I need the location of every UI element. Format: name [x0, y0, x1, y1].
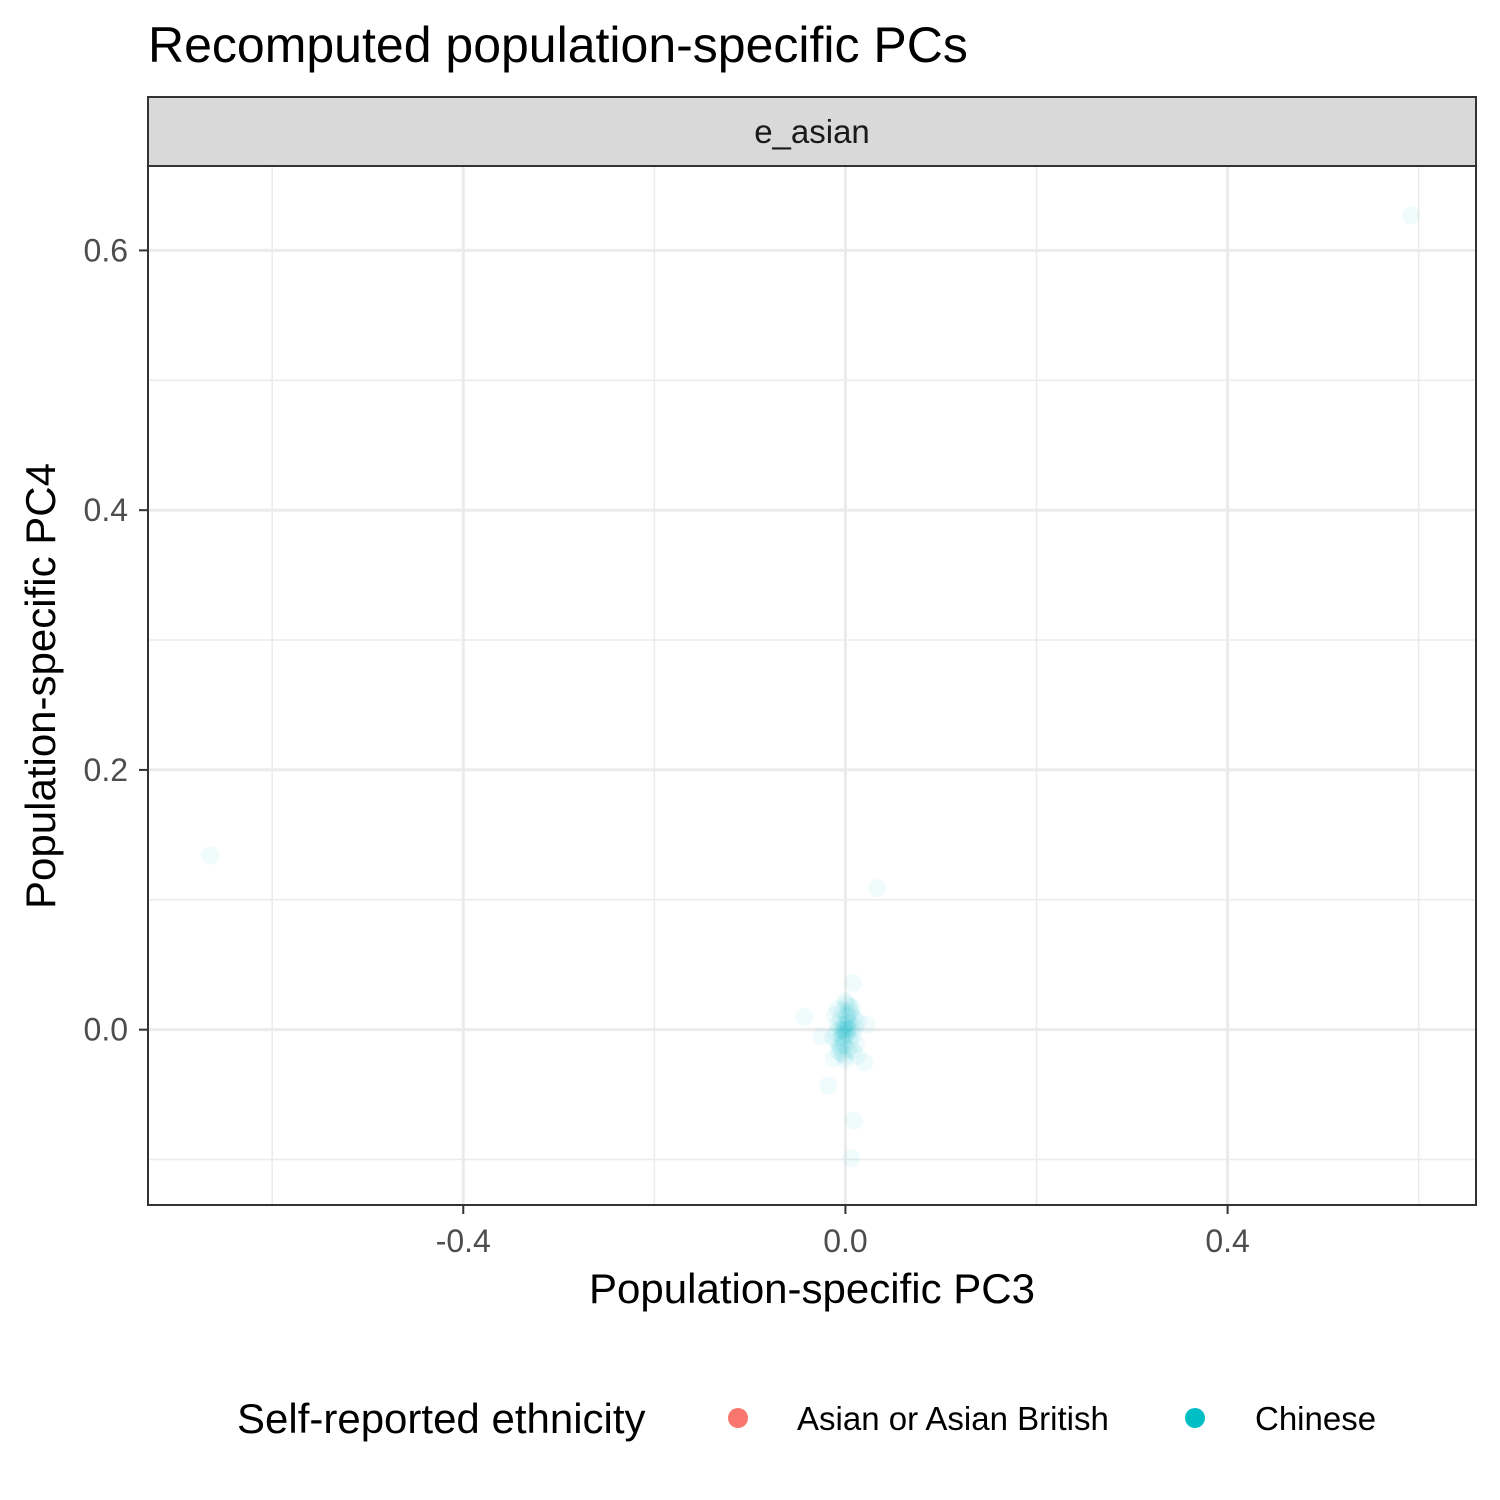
y-tick-label: 0.6: [84, 232, 128, 268]
data-point: [838, 1007, 857, 1026]
data-point: [840, 997, 859, 1016]
data-point: [831, 1010, 850, 1029]
data-point: [836, 992, 855, 1011]
data-point: [833, 1020, 852, 1039]
data-point: [837, 1005, 856, 1024]
data-point: [841, 1002, 860, 1021]
data-point: [845, 1111, 864, 1130]
data-point: [844, 973, 863, 992]
data-point: [842, 1149, 861, 1168]
data-point: [840, 1014, 859, 1033]
data-point: [828, 1015, 847, 1034]
data-point: [833, 1028, 852, 1047]
data-point: [830, 1020, 849, 1039]
data-point: [844, 1041, 863, 1060]
data-point: [830, 1036, 849, 1055]
data-point: [838, 1024, 857, 1043]
facet-strip-background: [147, 96, 1477, 167]
legend-entry-asian-or-asian-british: Asian or Asian British: [728, 1400, 1109, 1437]
data-point: [812, 1027, 831, 1046]
data-point: [833, 1001, 852, 1020]
grid-minor: [148, 166, 1476, 1205]
data-point: [826, 1023, 845, 1042]
data-point: [795, 1007, 814, 1026]
data-point: [838, 1019, 857, 1038]
data-point: [835, 1036, 854, 1055]
data-point: [834, 1021, 853, 1040]
x-tick-label: -0.4: [436, 1223, 491, 1259]
data-point: [836, 1015, 855, 1034]
data-point: [834, 1016, 853, 1035]
y-axis-title: Population-specific PC4: [17, 463, 64, 909]
panel-background: [148, 166, 1476, 1205]
data-point: [845, 1018, 864, 1037]
legend-key-chinese: [1185, 1408, 1205, 1428]
panel-border: [147, 165, 1477, 1206]
data-point: [832, 1027, 851, 1046]
y-tick-label: 0.4: [84, 492, 128, 528]
data-point: [857, 1015, 876, 1034]
data-point: [819, 1076, 838, 1095]
facet-strip: e_asian: [147, 96, 1477, 167]
data-point: [827, 1032, 846, 1051]
legend-entry-chinese: Chinese: [1185, 1400, 1376, 1437]
legend-label-asian-or-asian-british: Asian or Asian British: [797, 1400, 1109, 1437]
data-point: [848, 1012, 867, 1031]
grid-major: [148, 166, 1476, 1205]
data-point: [847, 1046, 866, 1065]
data-point: [1402, 206, 1421, 225]
x-tick-label: 0.0: [823, 1223, 867, 1259]
data-point: [844, 1025, 863, 1044]
data-point: [201, 846, 220, 865]
data-point: [839, 1020, 858, 1039]
data-point: [845, 1008, 864, 1027]
data-point: [824, 1028, 843, 1047]
data-point: [867, 879, 886, 898]
data-point: [842, 1020, 861, 1039]
facet-strip-label: e_asian: [754, 113, 870, 150]
legend-key-asian-or-asian-british: [728, 1408, 748, 1428]
data-point: [834, 1033, 853, 1052]
data-points: [201, 206, 1421, 1168]
data-point: [839, 1012, 858, 1031]
data-point: [837, 994, 856, 1013]
y-axis: 0.0 0.2 0.4 0.6: [84, 232, 148, 1048]
data-point: [831, 1038, 850, 1057]
data-point: [836, 1050, 855, 1069]
data-point: [824, 1049, 843, 1068]
data-point: [825, 1006, 844, 1025]
data-point: [836, 1020, 855, 1039]
data-point: [835, 1046, 854, 1065]
legend-title: Self-reported ethnicity: [237, 1395, 646, 1442]
data-point: [828, 999, 847, 1018]
data-point: [832, 1044, 851, 1063]
data-point: [843, 998, 862, 1017]
data-point: [846, 1034, 865, 1053]
data-point: [839, 1040, 858, 1059]
x-axis: -0.4 0.0 0.4: [436, 1205, 1250, 1259]
data-point: [841, 1031, 860, 1050]
data-point: [842, 1005, 861, 1024]
y-tick-label: 0.0: [84, 1012, 128, 1048]
legend-label-chinese: Chinese: [1255, 1400, 1376, 1437]
x-axis-title: Population-specific PC3: [589, 1265, 1035, 1312]
x-tick-label: 0.4: [1205, 1223, 1249, 1259]
data-point: [855, 1053, 874, 1072]
data-point: [836, 1025, 855, 1044]
y-tick-label: 0.2: [84, 752, 128, 788]
chart-title: Recomputed population-specific PCs: [148, 17, 968, 73]
data-point: [829, 1042, 848, 1061]
plot-panel: [147, 165, 1477, 1206]
legend: Self-reported ethnicity Asian or Asian B…: [237, 1395, 1376, 1442]
